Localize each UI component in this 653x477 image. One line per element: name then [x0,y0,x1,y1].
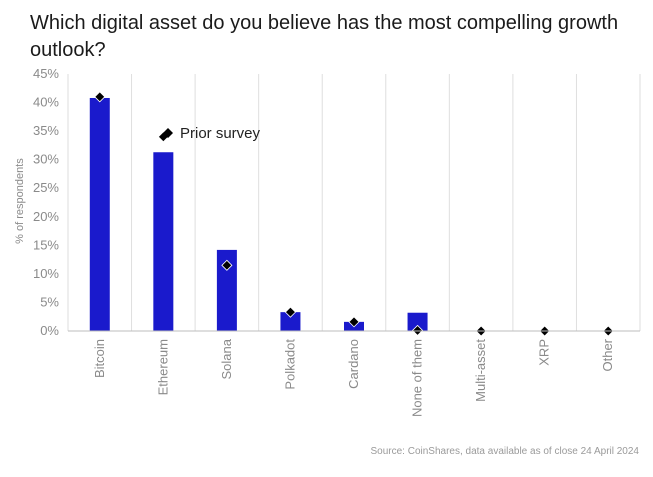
marker-prior-survey [348,316,360,328]
y-axis-ticks: 0% 5% 10% 15% 20% 25% 30% 35% 40% 45% [33,66,59,338]
bar-polkadot [280,312,301,331]
x-tick-label: Solana [219,338,234,379]
x-tick-label: XRP [537,339,552,366]
x-tick-label: Ethereum [155,339,170,395]
y-tick-label: 40% [33,95,59,110]
y-tick-label: 10% [33,266,59,281]
legend-diamond-icon [163,128,173,138]
x-tick-label: None of them [410,339,425,417]
source-note: Source: CoinShares, data available as of… [370,446,639,457]
marker-prior-survey [411,324,424,336]
y-tick-label: 25% [33,180,59,195]
bars [89,97,428,331]
y-tick-label: 0% [40,323,59,338]
x-tick-label: Bitcoin [92,339,107,378]
bar-bitcoin [89,97,110,331]
x-tick-label: Multi-asset [473,339,488,402]
y-tick-label: 15% [33,237,59,252]
marker-prior-survey [94,91,106,103]
x-tick-label: Polkadot [282,339,297,390]
chart-title: Which digital asset do you believe has t… [30,12,619,61]
bar-solana [216,249,237,331]
x-tick-label: Cardano [346,339,361,389]
y-tick-label: 35% [33,123,59,138]
x-axis-ticks: Bitcoin Ethereum Solana Polkadot Cardano None… [92,338,615,417]
bar-ethereum [153,152,174,331]
marker-prior-survey [284,306,297,318]
bar-none-of-them [407,312,428,331]
marker-prior-survey [221,259,233,271]
legend-label-prior-survey: Prior survey [180,125,261,142]
x-tick-label: Other [600,338,615,371]
y-tick-label: 30% [33,152,59,167]
grid-lines [67,74,641,331]
y-tick-label: 5% [40,294,59,309]
y-axis-label: % of respondents [14,158,26,244]
legend: Prior survey [163,125,261,142]
y-tick-label: 20% [33,209,59,224]
y-tick-label: 45% [33,66,59,81]
